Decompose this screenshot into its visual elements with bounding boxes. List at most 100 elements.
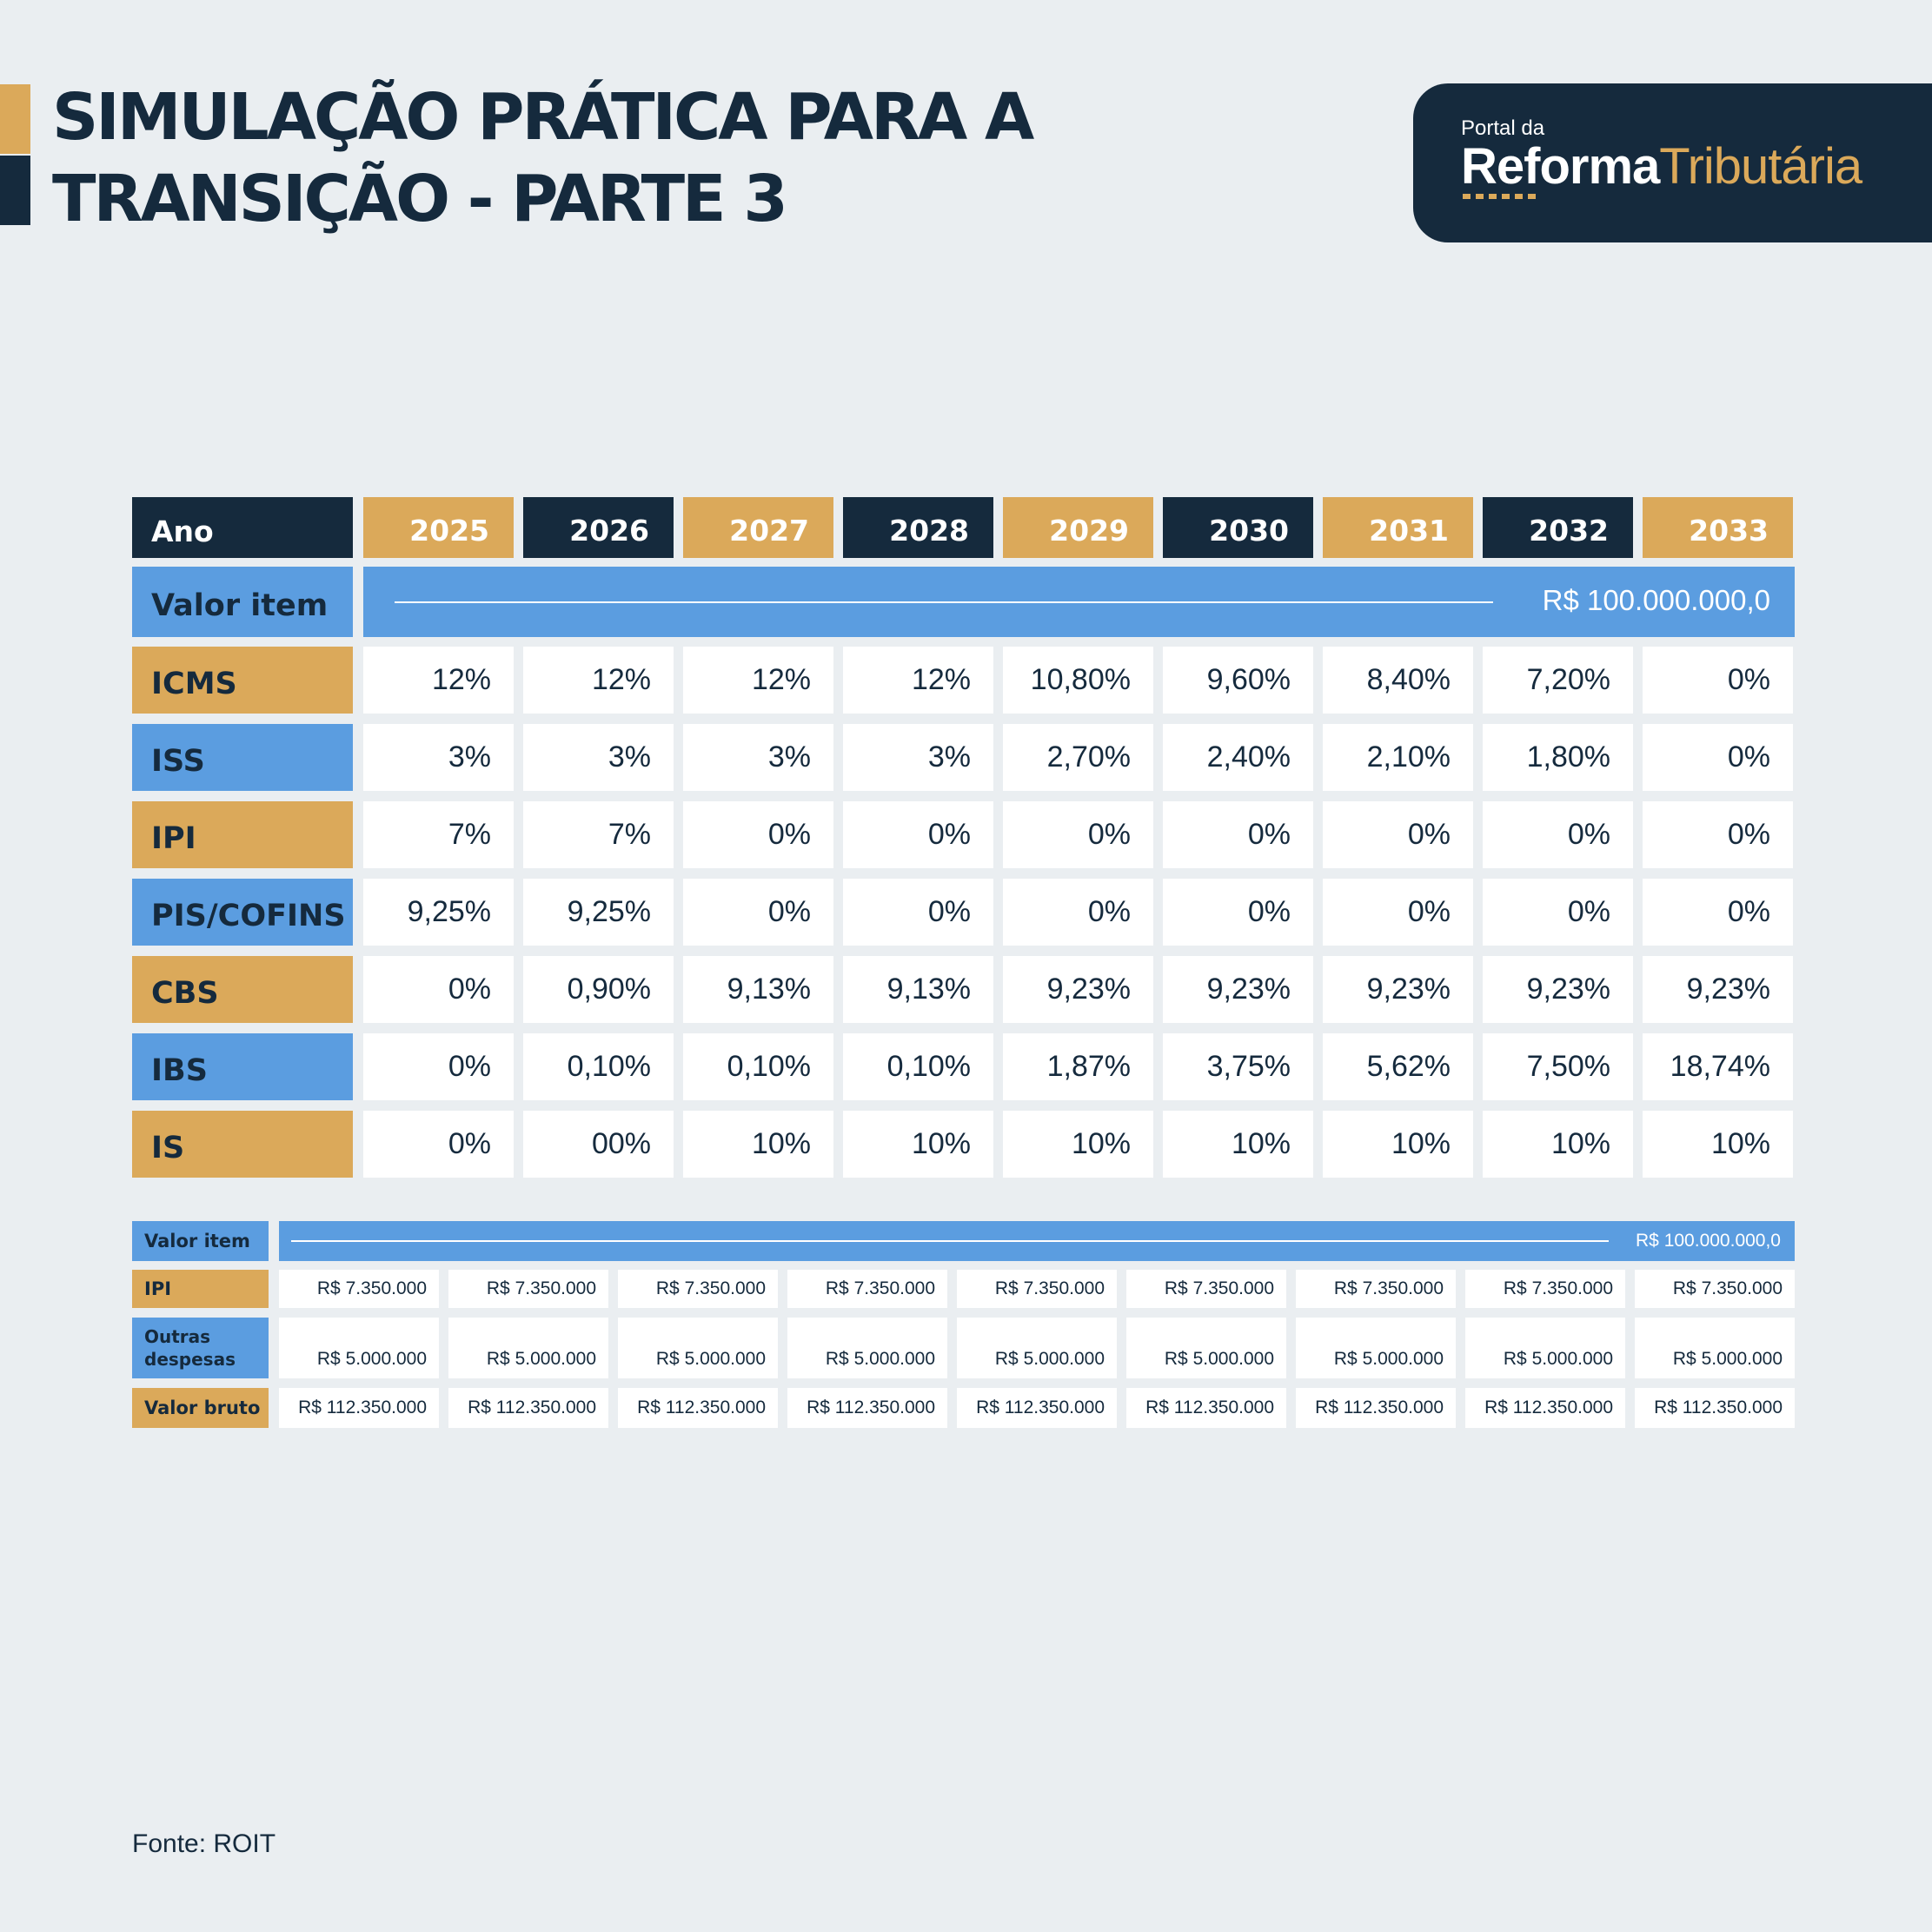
year-header-2028: 2028 (843, 497, 993, 558)
rate-cell-icms-2026: 12% (523, 647, 674, 714)
value-cell-ipi-1: R$ 7.350.000 (279, 1270, 439, 1308)
rate-cell-ibs-2033: 18,74% (1643, 1033, 1793, 1100)
rate-cell-pis-cofins-2033: 0% (1643, 879, 1793, 946)
rate-cell-iss-2027: 3% (683, 724, 833, 791)
row-label-icms: ICMS (132, 647, 353, 714)
title-line-1: SIMULAÇÃO PRÁTICA PARA A (52, 80, 1034, 155)
rate-cell-pis-cofins-2026: 9,25% (523, 879, 674, 946)
rate-cell-pis-cofins-2031: 0% (1323, 879, 1473, 946)
value-cell-valor-bruto-3: R$ 112.350.000 (618, 1388, 778, 1428)
rate-cell-ipi-2028: 0% (843, 801, 993, 868)
valor-item-line (395, 601, 1493, 603)
rate-cell-pis-cofins-2028: 0% (843, 879, 993, 946)
year-header-2030: 2030 (1163, 497, 1313, 558)
value-cell-valor-bruto-7: R$ 112.350.000 (1296, 1388, 1456, 1428)
value-cell-outras-despesas-8: R$ 5.000.000 (1465, 1318, 1625, 1378)
accent-bar-navy (0, 156, 30, 225)
value-cell-valor-bruto-2: R$ 112.350.000 (448, 1388, 608, 1428)
rate-cell-ibs-2025: 0% (363, 1033, 514, 1100)
rate-cell-icms-2029: 10,80% (1003, 647, 1153, 714)
page-title: SIMULAÇÃO PRÁTICA PARA A TRANSIÇÃO - PAR… (52, 76, 1034, 240)
value-cell-outras-despesas-7: R$ 5.000.000 (1296, 1318, 1456, 1378)
logo-dots-decoration (1463, 194, 1541, 199)
value-cell-valor-bruto-5: R$ 112.350.000 (957, 1388, 1117, 1428)
rate-cell-iss-2031: 2,10% (1323, 724, 1473, 791)
year-header-2033: 2033 (1643, 497, 1793, 558)
logo-strong-text: Reforma (1461, 138, 1660, 195)
row2-label-ipi: IPI (132, 1270, 269, 1308)
rate-cell-icms-2032: 7,20% (1483, 647, 1633, 714)
valor-item-bar: R$ 100.000.000,0 (363, 567, 1795, 637)
value-cell-valor-bruto-9: R$ 112.350.000 (1635, 1388, 1795, 1428)
value-cell-ipi-4: R$ 7.350.000 (787, 1270, 947, 1308)
rate-cell-cbs-2029: 9,23% (1003, 956, 1153, 1023)
rate-cell-is-2030: 10% (1163, 1111, 1313, 1178)
valor-item-2-line (291, 1240, 1609, 1242)
rate-cell-is-2029: 10% (1003, 1111, 1153, 1178)
rate-cell-pis-cofins-2025: 9,25% (363, 879, 514, 946)
row-label-ibs: IBS (132, 1033, 353, 1100)
title-line-2: TRANSIÇÃO - PARTE 3 (52, 162, 788, 236)
header-label-ano: Ano (132, 497, 353, 558)
year-header-2026: 2026 (523, 497, 674, 558)
logo-wordmark: ReformaTributária (1461, 137, 1862, 196)
row-label-iss: ISS (132, 724, 353, 791)
value-cell-valor-bruto-6: R$ 112.350.000 (1126, 1388, 1286, 1428)
year-header-2025: 2025 (363, 497, 514, 558)
rate-cell-cbs-2033: 9,23% (1643, 956, 1793, 1023)
year-header-2031: 2031 (1323, 497, 1473, 558)
year-header-2029: 2029 (1003, 497, 1153, 558)
rate-cell-pis-cofins-2030: 0% (1163, 879, 1313, 946)
source-note: Fonte: ROIT (132, 1829, 276, 1858)
valor-item-label: Valor item (132, 567, 353, 637)
row-label-pis-cofins: PIS/COFINS (132, 879, 353, 946)
valor-item-2-label: Valor item (132, 1221, 269, 1261)
valor-item-2-bar: R$ 100.000.000,0 (279, 1221, 1795, 1261)
rate-cell-ibs-2031: 5,62% (1323, 1033, 1473, 1100)
value-cell-outras-despesas-6: R$ 5.000.000 (1126, 1318, 1286, 1378)
rate-cell-ipi-2027: 0% (683, 801, 833, 868)
value-cell-outras-despesas-3: R$ 5.000.000 (618, 1318, 778, 1378)
rate-cell-ibs-2027: 0,10% (683, 1033, 833, 1100)
row-label-cbs: CBS (132, 956, 353, 1023)
logo-small-text: Portal da (1461, 116, 1545, 140)
value-cell-ipi-3: R$ 7.350.000 (618, 1270, 778, 1308)
valor-item-2-value: R$ 100.000.000,0 (1636, 1231, 1781, 1251)
value-cell-outras-despesas-2: R$ 5.000.000 (448, 1318, 608, 1378)
rate-cell-is-2031: 10% (1323, 1111, 1473, 1178)
rate-cell-icms-2033: 0% (1643, 647, 1793, 714)
rate-cell-iss-2032: 1,80% (1483, 724, 1633, 791)
value-cell-outras-despesas-9: R$ 5.000.000 (1635, 1318, 1795, 1378)
rate-cell-cbs-2028: 9,13% (843, 956, 993, 1023)
rate-cell-ibs-2030: 3,75% (1163, 1033, 1313, 1100)
rate-cell-ipi-2031: 0% (1323, 801, 1473, 868)
portal-logo: Portal da ReformaTributária (1413, 83, 1932, 242)
rate-cell-icms-2027: 12% (683, 647, 833, 714)
value-cell-valor-bruto-8: R$ 112.350.000 (1465, 1388, 1625, 1428)
rate-cell-is-2032: 10% (1483, 1111, 1633, 1178)
rate-cell-cbs-2031: 9,23% (1323, 956, 1473, 1023)
rate-cell-iss-2026: 3% (523, 724, 674, 791)
year-header-2032: 2032 (1483, 497, 1633, 558)
value-cell-ipi-6: R$ 7.350.000 (1126, 1270, 1286, 1308)
rate-cell-cbs-2025: 0% (363, 956, 514, 1023)
row2-label-valor-bruto: Valor bruto (132, 1388, 269, 1428)
rate-cell-ipi-2029: 0% (1003, 801, 1153, 868)
rate-cell-ipi-2032: 0% (1483, 801, 1633, 868)
row-label-ipi: IPI (132, 801, 353, 868)
row2-label-outras-despesas: Outras despesas (132, 1318, 269, 1378)
rate-cell-is-2033: 10% (1643, 1111, 1793, 1178)
logo-light-text: Tributária (1659, 138, 1862, 195)
value-cell-ipi-8: R$ 7.350.000 (1465, 1270, 1625, 1308)
rate-cell-cbs-2027: 9,13% (683, 956, 833, 1023)
rate-cell-icms-2031: 8,40% (1323, 647, 1473, 714)
value-cell-outras-despesas-1: R$ 5.000.000 (279, 1318, 439, 1378)
value-cell-outras-despesas-4: R$ 5.000.000 (787, 1318, 947, 1378)
rate-cell-ibs-2028: 0,10% (843, 1033, 993, 1100)
rate-cell-ipi-2026: 7% (523, 801, 674, 868)
rate-cell-cbs-2032: 9,23% (1483, 956, 1633, 1023)
rate-cell-iss-2025: 3% (363, 724, 514, 791)
rate-cell-ipi-2030: 0% (1163, 801, 1313, 868)
rate-cell-iss-2033: 0% (1643, 724, 1793, 791)
rate-cell-iss-2028: 3% (843, 724, 993, 791)
